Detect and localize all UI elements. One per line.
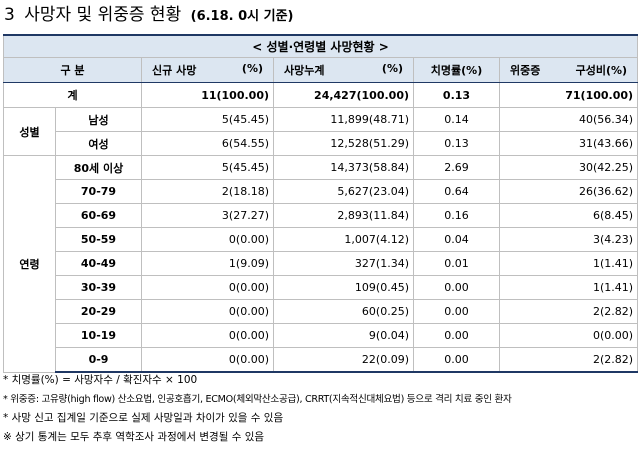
table-row: 50-59 0(0.00) 1,007(4.12) 0.04 3(4.23)	[4, 227, 639, 252]
row-new-deaths: 6(54.55)	[141, 131, 274, 156]
row-cumulative: 22(0.09)	[273, 347, 414, 373]
total-row: 계 11(100.00) 24,427(100.00) 0.13 71(100.…	[3, 82, 639, 108]
age-group-label: 연령	[3, 155, 56, 373]
total-fatality: 0.13	[413, 82, 500, 108]
row-fatality: 0.16	[413, 203, 500, 228]
footnote-disclaimer: ※ 상기 통계는 모두 추후 역학조사 과정에서 변경될 수 있음	[3, 431, 265, 443]
row-severe: 2(2.82)	[498, 299, 639, 324]
footnote-fatality: * 치명률(%) = 사망자수 / 확진자수 × 100	[3, 374, 198, 386]
table-header-row: 구 분 신규 사망 (%) 사망누계 (%) 치명률(%) 위중	[3, 57, 639, 83]
footnote-report-date: * 사망 신고 집계일 기준으로 실제 사망일과 차이가 있을 수 있음	[3, 412, 284, 424]
row-fatality: 0.01	[413, 251, 500, 276]
row-fatality: 0.00	[413, 323, 500, 348]
row-fatality: 0.00	[413, 347, 500, 373]
row-new-deaths: 0(0.00)	[141, 323, 274, 348]
row-severe: 26(36.62)	[498, 179, 639, 204]
row-label: 40-49	[55, 251, 142, 276]
table-caption: < 성별·연령별 사망현황 >	[2, 34, 639, 58]
row-label: 80세 이상	[55, 155, 142, 180]
row-cumulative: 12,528(51.29)	[273, 131, 414, 156]
section-heading: 3 사망자 및 위중증 현황 (6.18. 0시 기준)	[4, 2, 294, 28]
sex-group-label: 성별	[3, 107, 56, 156]
header-severe-label: 위중증	[510, 64, 541, 77]
header-severe-ratio: 구성비(%)	[575, 64, 628, 77]
row-cumulative: 2,893(11.84)	[273, 203, 414, 228]
row-severe: 31(43.66)	[498, 131, 639, 156]
row-new-deaths: 5(45.45)	[141, 155, 274, 180]
table-row: 60-69 3(27.27) 2,893(11.84) 0.16 6(8.45)	[4, 203, 639, 228]
death-stats-table: < 성별·연령별 사망현황 > 구 분 신규 사망 (%) 사망누계 (%) 치…	[2, 34, 639, 373]
table-caption-row: < 성별·연령별 사망현황 >	[2, 34, 639, 58]
row-cumulative: 60(0.25)	[273, 299, 414, 324]
row-cumulative: 1,007(4.12)	[273, 227, 414, 252]
row-new-deaths: 2(18.18)	[141, 179, 274, 204]
table-row: 40-49 1(9.09) 327(1.34) 0.01 1(1.41)	[4, 251, 639, 276]
row-fatality: 2.69	[413, 155, 500, 180]
row-label: 70-79	[55, 179, 142, 204]
row-label: 60-69	[55, 203, 142, 228]
total-label: 계	[3, 82, 142, 108]
row-severe: 3(4.23)	[498, 227, 639, 252]
footnotes: * 치명률(%) = 사망자수 / 확진자수 × 100 * 위중증: 고유량(…	[3, 371, 639, 447]
row-fatality: 0.00	[413, 299, 500, 324]
row-severe: 1(1.41)	[498, 275, 639, 300]
row-new-deaths: 0(0.00)	[141, 227, 274, 252]
table-row: 연령 80세 이상 5(45.45) 14,373(58.84) 2.69 30(42.2…	[3, 155, 639, 373]
table-row: 0-9 0(0.00) 22(0.09) 0.00 2(2.82)	[4, 347, 639, 373]
row-severe: 0(0.00)	[498, 323, 639, 348]
table-row: 10-19 0(0.00) 9(0.04) 0.00 0(0.00)	[4, 323, 639, 348]
total-cumulative: 24,427(100.00)	[273, 82, 414, 108]
total-severe: 71(100.00)	[498, 82, 639, 108]
header-category: 구 분	[3, 57, 142, 83]
header-cumulative-unit: (%)	[381, 62, 403, 75]
row-new-deaths: 0(0.00)	[141, 299, 274, 324]
section-title: 사망자 및 위중증 현황	[24, 5, 182, 25]
row-cumulative: 109(0.45)	[273, 275, 414, 300]
row-label: 50-59	[55, 227, 142, 252]
row-label: 30-39	[55, 275, 142, 300]
row-fatality: 0.14	[413, 107, 500, 132]
total-new-deaths: 11(100.00)	[141, 82, 274, 108]
row-fatality: 0.13	[413, 131, 500, 156]
section-number: 3	[4, 5, 15, 25]
row-cumulative: 14,373(58.84)	[273, 155, 414, 180]
row-cumulative: 11,899(48.71)	[273, 107, 414, 132]
row-fatality: 0.00	[413, 275, 500, 300]
header-cumulative: 사망누계 (%)	[273, 57, 414, 83]
section-subtitle: (6.18. 0시 기준)	[190, 9, 294, 24]
table-row: 30-39 0(0.00) 109(0.45) 0.00 1(1.41)	[4, 275, 639, 300]
header-new-deaths-label: 신규 사망	[152, 64, 197, 77]
header-new-deaths: 신규 사망 (%)	[141, 57, 274, 83]
header-fatality: 치명률(%)	[413, 57, 500, 83]
row-label: 여성	[55, 131, 142, 156]
row-fatality: 0.04	[413, 227, 500, 252]
row-cumulative: 9(0.04)	[273, 323, 414, 348]
row-new-deaths: 0(0.00)	[141, 275, 274, 300]
row-label: 0-9	[55, 347, 142, 373]
table-row: 20-29 0(0.00) 60(0.25) 0.00 2(2.82)	[4, 299, 639, 324]
row-new-deaths: 5(45.45)	[141, 107, 274, 132]
row-label: 20-29	[55, 299, 142, 324]
row-severe: 40(56.34)	[498, 107, 639, 132]
row-severe: 1(1.41)	[498, 251, 639, 276]
row-fatality: 0.64	[413, 179, 500, 204]
row-new-deaths: 3(27.27)	[141, 203, 274, 228]
footnote-severe: * 위중증: 고유량(high flow) 산소요법, 인공호흡기, ECMO(…	[3, 394, 512, 405]
row-label: 남성	[55, 107, 142, 132]
header-new-deaths-unit: (%)	[241, 62, 263, 75]
row-severe: 30(42.25)	[498, 155, 639, 180]
row-severe: 2(2.82)	[498, 347, 639, 373]
row-new-deaths: 1(9.09)	[141, 251, 274, 276]
table-row: 여성 6(54.55) 12,528(51.29) 0.13 31(43.66)	[4, 131, 639, 156]
header-severe: 위중증 구성비(%)	[498, 57, 639, 83]
row-new-deaths: 0(0.00)	[141, 347, 274, 373]
row-label: 10-19	[55, 323, 142, 348]
row-cumulative: 327(1.34)	[273, 251, 414, 276]
row-cumulative: 5,627(23.04)	[273, 179, 414, 204]
table-row: 성별 남성 5(45.45) 11,899(48.71) 0.14 40(56.34)	[3, 107, 639, 156]
header-cumulative-label: 사망누계	[284, 64, 325, 77]
row-severe: 6(8.45)	[498, 203, 639, 228]
table-row: 70-79 2(18.18) 5,627(23.04) 0.64 26(36.62)	[4, 179, 639, 204]
